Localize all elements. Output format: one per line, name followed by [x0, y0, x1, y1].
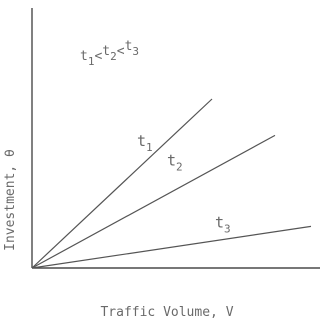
- series-line-t3: [31, 225, 312, 269]
- series-label-t3: t3: [215, 214, 231, 236]
- series-line-t2: [31, 134, 276, 269]
- series-label-t1: t1: [137, 132, 153, 154]
- x-axis-label: Traffic Volume, V: [100, 305, 233, 320]
- series-group: t1 t2 t3: [31, 98, 312, 269]
- series-label-t2: t2: [167, 152, 183, 174]
- y-axis-label: Investment, θ: [3, 149, 18, 251]
- axes: [31, 8, 320, 269]
- ordering-annotation: t1<t2<t3: [80, 39, 139, 68]
- series-line-t1: [31, 98, 213, 269]
